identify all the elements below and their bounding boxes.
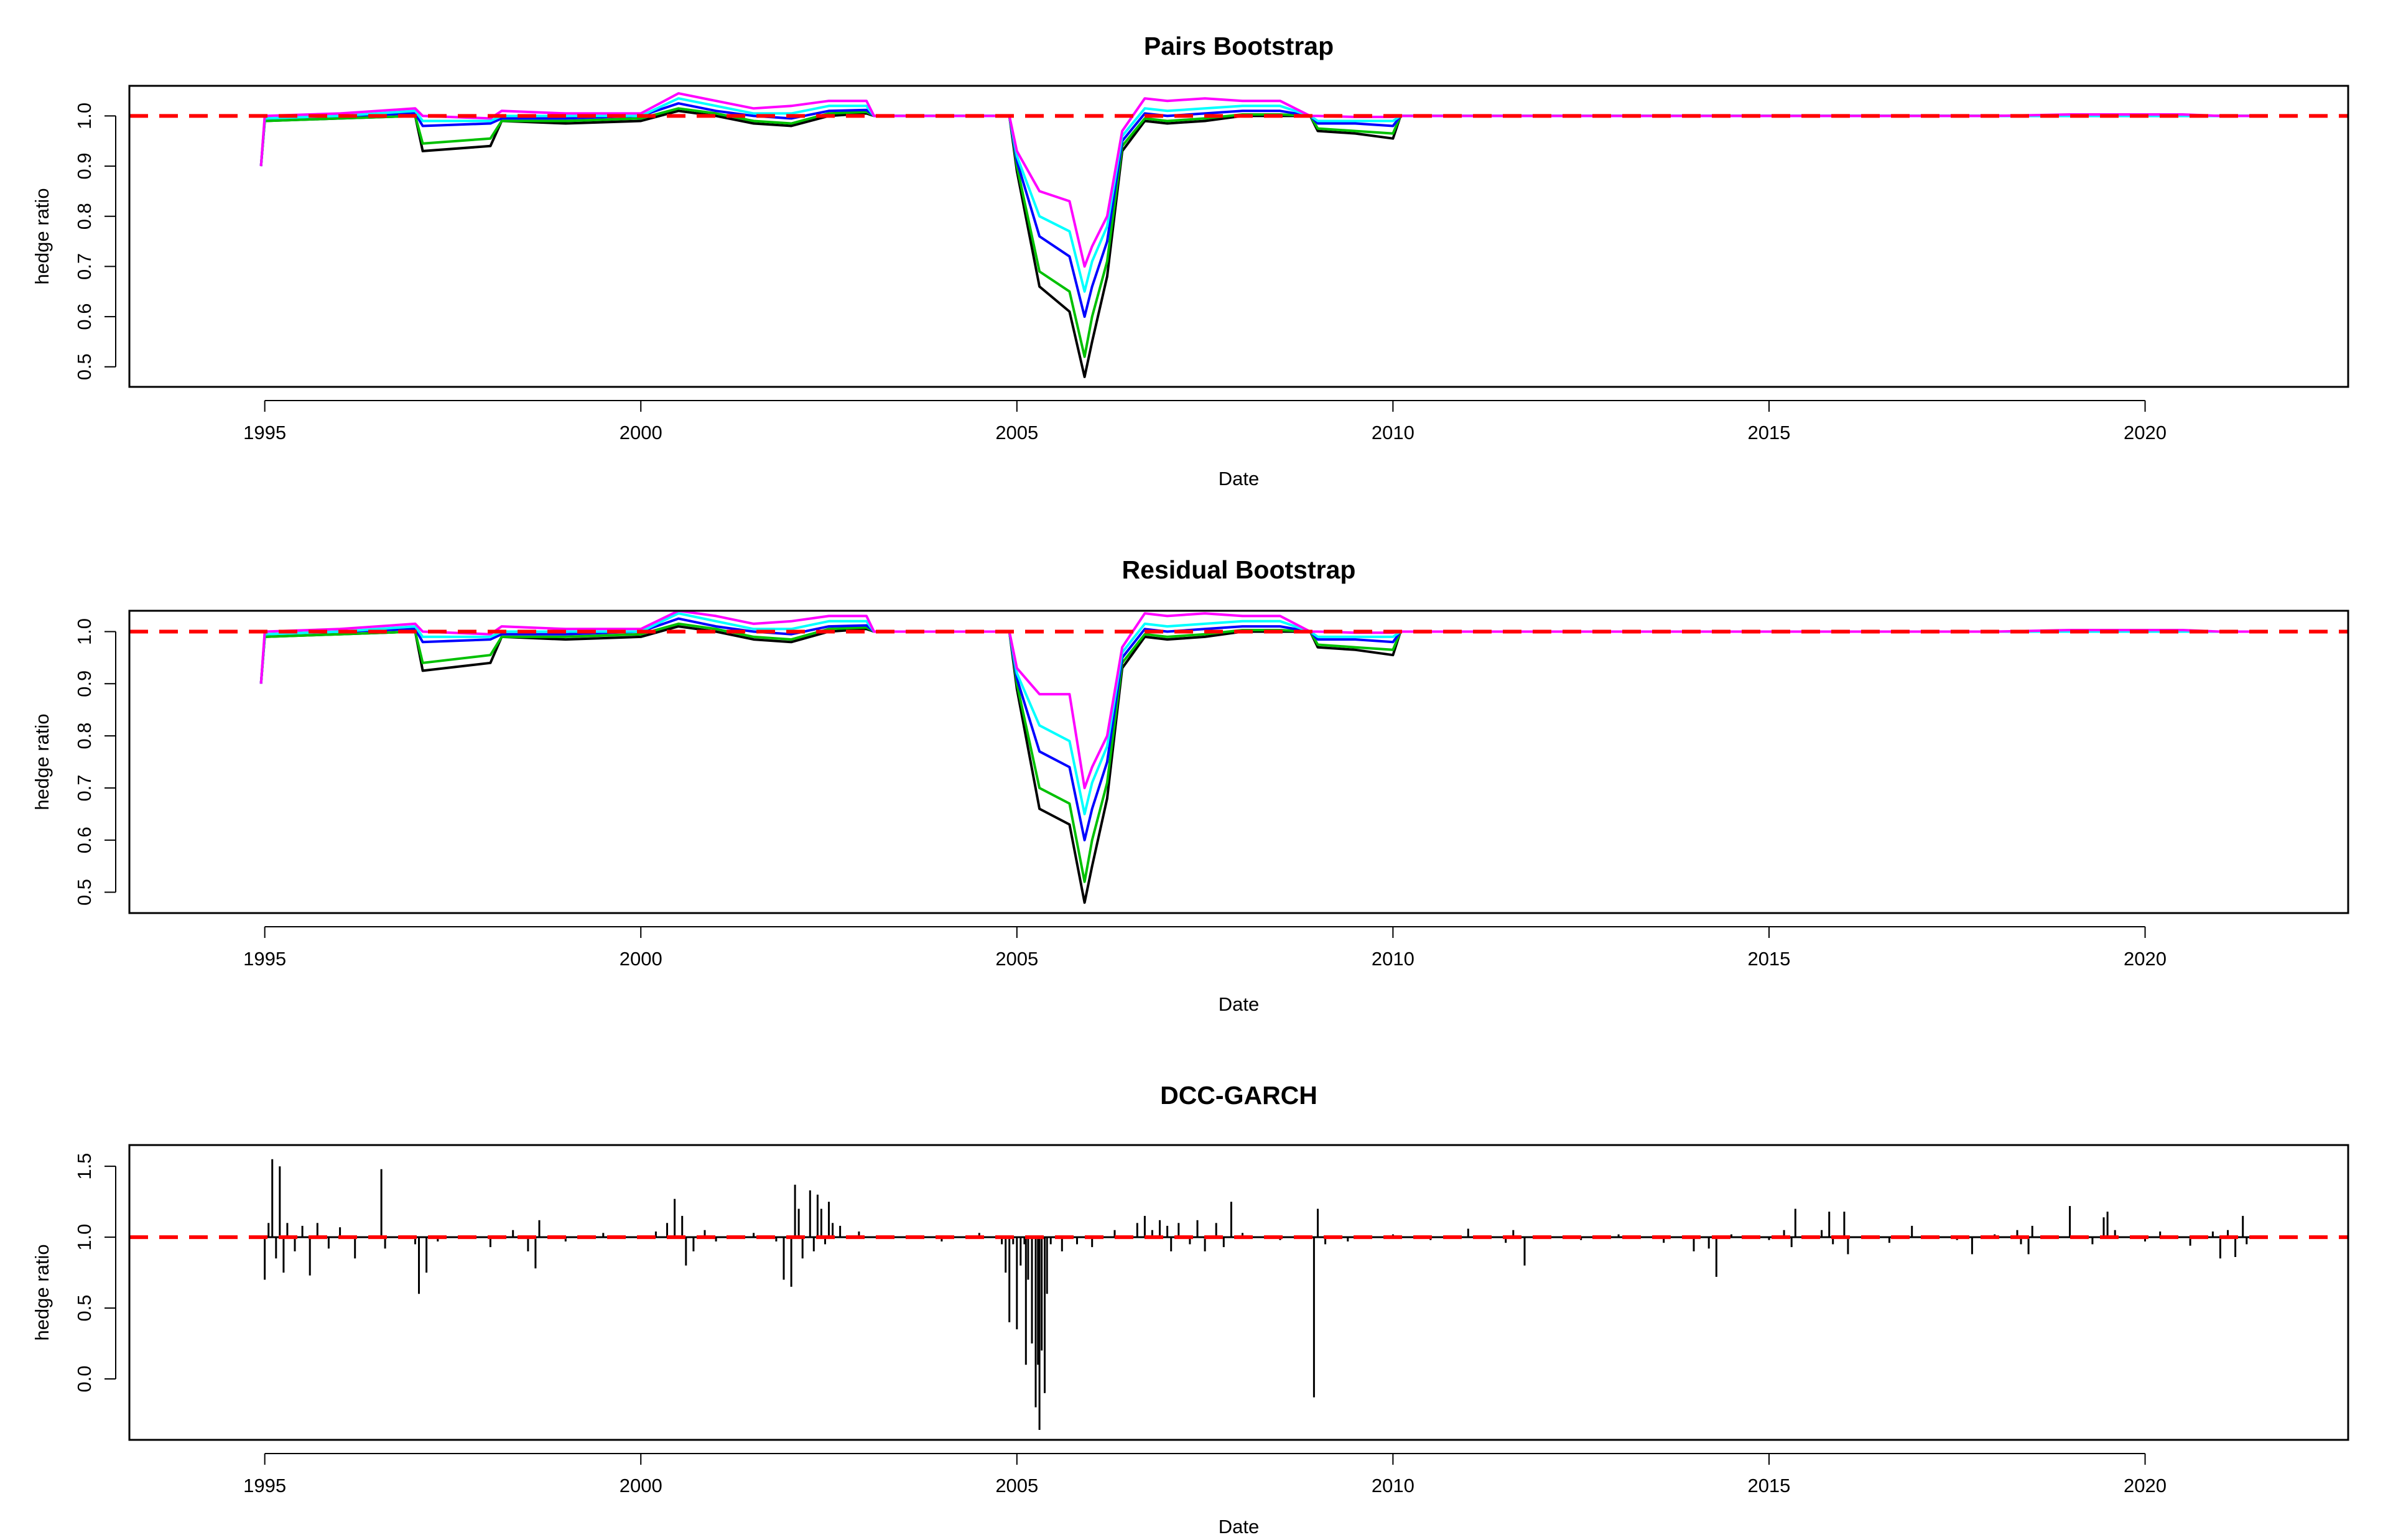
plot-frame [128,1144,2349,1441]
x-tick-label: 1995 [243,948,286,970]
y-tick-label: 1.0 [73,618,95,645]
y-axis-label: hedge ratio [31,713,53,810]
y-tick-label: 0.5 [73,1295,95,1322]
y-tick-label: 0.9 [73,670,95,697]
x-tick-label: 2015 [1747,1475,1790,1496]
x-tick-label: 2005 [995,422,1038,443]
y-tick-label: 0.6 [73,827,95,853]
x-tick-label: 1995 [243,422,286,443]
x-tick-label: 2000 [620,422,662,443]
y-tick-label: 1.0 [73,103,95,129]
plot-area [129,611,2348,904]
y-tick-label: 0.6 [73,304,95,330]
y-tick-label: 1.5 [73,1153,95,1180]
x-tick-label: 2020 [2124,1475,2167,1496]
x-tick-label: 2010 [1372,1475,1414,1496]
x-tick-label: 2000 [620,1475,662,1496]
y-tick-label: 0.0 [73,1365,95,1392]
x-tick-label: 2020 [2124,948,2167,970]
plot-frame [128,85,2349,388]
x-tick-label: 2015 [1747,422,1790,443]
plot-area [129,1159,2348,1430]
y-tick-label: 0.5 [73,353,95,380]
x-tick-label: 2010 [1372,948,1414,970]
chart-title: Pairs Bootstrap [1144,32,1334,60]
panel-dcc-garch: DCC-GARCH Date hedge ratio 1995 2000 2005 2… [31,1081,2349,1538]
x-axis-label: Date [1219,468,1259,489]
chart-title: Residual Bootstrap [1122,555,1356,584]
x-axis-label: Date [1219,1516,1259,1538]
panel-pairs-bootstrap: Pairs Bootstrap Date hedge ratio 1995 200… [31,32,2349,489]
y-tick-label: 0.9 [73,153,95,180]
chart-title: DCC-GARCH [1160,1081,1317,1110]
y-axis-label: hedge ratio [31,1244,53,1340]
x-tick-label: 2005 [995,1475,1038,1496]
y-tick-label: 0.8 [73,723,95,749]
y-tick-label: 0.7 [73,774,95,801]
y-tick-label: 0.5 [73,879,95,906]
x-axis-label: Date [1219,993,1259,1015]
x-tick-label: 2010 [1372,422,1414,443]
x-tick-label: 2015 [1747,948,1790,970]
x-tick-label: 2000 [620,948,662,970]
panel-residual-bootstrap: Residual Bootstrap Date hedge ratio 1995… [31,555,2349,1015]
y-tick-label: 1.0 [73,1224,95,1251]
y-tick-label: 0.7 [73,253,95,280]
x-tick-label: 1995 [243,1475,286,1496]
plot-area [129,92,2348,378]
x-tick-label: 2020 [2124,422,2167,443]
y-axis-label: hedge ratio [31,188,53,284]
plot-frame [128,610,2349,914]
y-tick-label: 0.8 [73,203,95,230]
x-tick-label: 2005 [995,948,1038,970]
